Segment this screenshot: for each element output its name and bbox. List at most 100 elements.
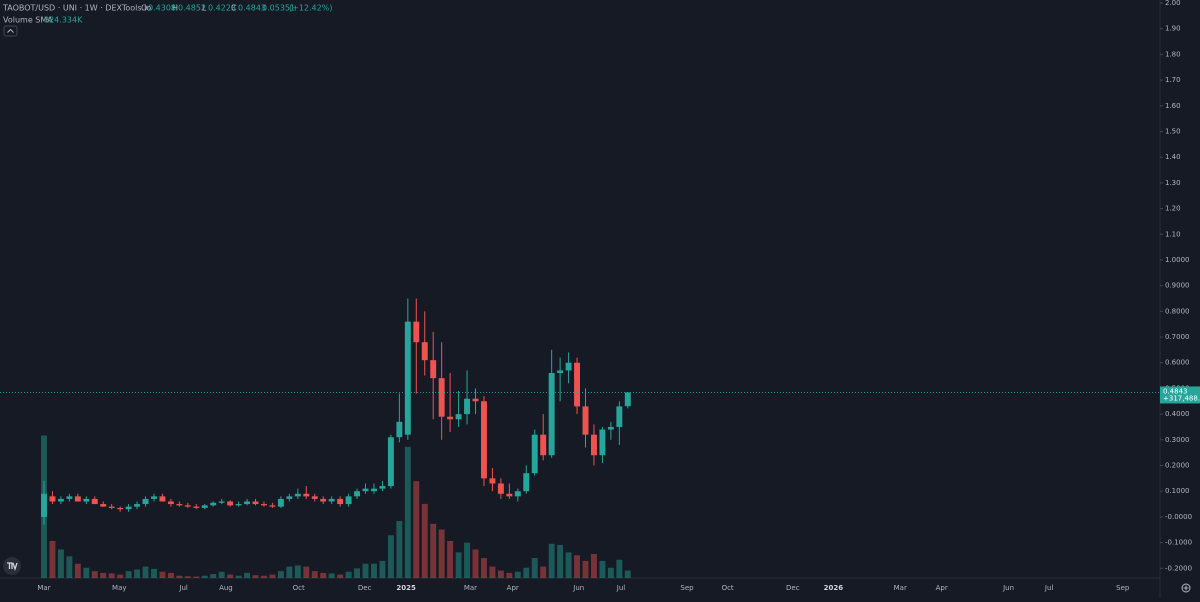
volume-bar [108,573,115,578]
y-tick-label: 1.30 [1165,179,1181,187]
y-tick-label: 1.0000 [1165,256,1190,264]
volume-bar [269,574,276,578]
x-tick-label: Jul [178,584,188,592]
candle-body [455,414,462,420]
price-tag-sub: +317,488.37 [1163,394,1200,402]
candle-body [193,506,200,508]
volume-bar [362,563,369,578]
volume-bar [379,560,386,578]
volume-bar [523,567,530,578]
volume-bar [277,571,284,578]
candle-body [379,486,386,489]
volume-bar [464,542,471,578]
candle-body [125,506,132,510]
volume-bar [506,572,513,578]
volume-bar [252,575,259,578]
volume-bar [354,568,361,578]
volume-bar [57,549,64,578]
candle-body [506,493,513,497]
candle-body [218,501,225,503]
settings-plus[interactable] [1183,585,1189,591]
plot [41,298,631,578]
volume-bar [201,575,208,578]
tv-logo[interactable] [3,557,21,575]
volume-bar [100,572,107,578]
candle-body [184,505,191,507]
candle-body [311,496,318,499]
volume-bar [261,575,267,578]
symbol-title: TAOBOT/USD · UNI · 1W · DEXTools.io [2,4,151,13]
candle-body [565,362,572,371]
candle-body [607,426,614,430]
volume-bar [151,568,157,578]
candle-body [354,491,361,497]
candle-body [227,501,234,506]
volume-sma: 324.334K [44,16,83,25]
candle-body [438,378,445,417]
candle-body [83,498,90,502]
change: 0.05351 [262,4,295,13]
settings-icon[interactable] [1181,583,1191,593]
y-tick-label: -0.0000 [1165,513,1192,521]
volume-bar [582,560,589,578]
settings-button[interactable] [1181,583,1191,593]
candle-body [616,406,623,427]
candle-body [582,406,589,435]
candle-body [421,342,428,361]
volume-bar [218,571,225,578]
candle-body [303,493,310,497]
logo-mark[interactable] [7,562,18,572]
collapse-frame[interactable] [3,25,18,37]
candle-body [320,498,327,502]
candle-body [345,496,352,505]
collapse-icon[interactable] [7,28,14,33]
volume-bar [548,543,555,578]
candle-body [252,501,259,505]
y-tick-label: -0.1000 [1165,539,1192,547]
volume-bar [481,558,487,578]
volume-bar [176,575,183,578]
y-tick-label: 1.10 [1165,230,1181,238]
candle-body [91,498,98,505]
candle-body [523,473,530,492]
x-tick-label: Mar [464,584,477,592]
x-tick-label: Jul [1044,584,1054,592]
volume-bar [159,571,166,578]
volume-bar [49,540,56,578]
volume-bar [311,571,318,578]
x-tick-label: Jul [616,584,626,592]
candle-body [464,398,471,415]
candle-body [261,504,267,506]
x-tick-label: Oct [722,584,734,592]
candle-body [49,496,56,502]
candle-body [514,491,521,497]
volume-bar [616,559,623,578]
volume-bar [565,552,572,578]
volume-bar [83,567,90,578]
y-tick-label: 0.3000 [1165,436,1190,444]
candle-body [590,434,597,456]
candle-body [413,321,420,343]
candle-body [362,488,369,492]
volume-bar [286,566,293,578]
collapse-button[interactable] [3,25,18,37]
candle-body [481,401,487,479]
candle-body [371,488,377,492]
candle-body [489,478,496,484]
volume-bar [430,523,437,578]
volume-bar [337,574,344,578]
candle-body [497,483,504,494]
candle-body [176,504,183,506]
volume-bar [320,572,327,578]
candle-body [396,421,403,438]
candle-body [66,496,73,499]
y-tick-label: 2.00 [1165,0,1181,7]
x-tick-label: Apr [936,584,948,592]
volume-bar [455,552,462,578]
volume-bar [413,481,420,578]
candle-body [472,398,479,402]
y-tick-label: 1.60 [1165,102,1181,110]
candle-body [210,502,217,506]
y-tick-label: 1.20 [1165,205,1181,213]
